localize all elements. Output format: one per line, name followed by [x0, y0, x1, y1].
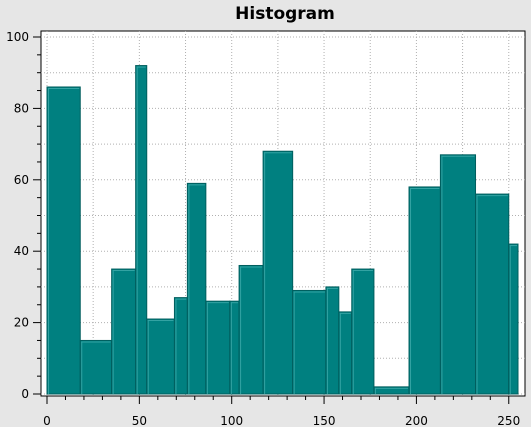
- histogram-bar: [146, 318, 175, 395]
- histogram-bar: [46, 86, 81, 395]
- histogram-bar-body: [351, 268, 375, 395]
- histogram-bar: [79, 339, 113, 395]
- histogram-bar: [325, 286, 340, 395]
- histogram-bar-body: [475, 193, 510, 395]
- histogram-bar-body: [146, 318, 175, 395]
- histogram-bar: [475, 193, 510, 395]
- histogram-bar: [229, 300, 240, 395]
- histogram-bar-body: [508, 243, 519, 395]
- histogram-bar: [205, 300, 231, 395]
- y-tick-label: 100: [6, 30, 29, 44]
- histogram-bar-body: [186, 182, 207, 395]
- histogram-bar-body: [439, 154, 477, 395]
- histogram-bar-body: [135, 65, 148, 395]
- chart-title: Histogram: [235, 4, 335, 24]
- histogram-bar: [408, 186, 441, 395]
- x-tick-label: 150: [313, 414, 336, 427]
- histogram-bar-body: [292, 289, 327, 395]
- histogram-bar: [173, 297, 188, 395]
- histogram-bar-body: [408, 186, 441, 395]
- histogram-bar: [186, 182, 207, 395]
- histogram-bar-body: [262, 150, 294, 395]
- histogram-bar: [262, 150, 294, 395]
- histogram-bar-body: [46, 86, 81, 395]
- histogram-bar: [135, 65, 148, 395]
- x-tick-label: 0: [43, 414, 51, 427]
- axes: 0 20 40 60 80 100 0 50 100 150 200 250: [6, 30, 520, 427]
- y-tick-label: 0: [21, 387, 29, 401]
- histogram-bar: [351, 268, 375, 395]
- x-tick-label: 50: [132, 414, 147, 427]
- y-tick-label: 80: [14, 101, 29, 115]
- histogram-bar-body: [238, 264, 264, 395]
- histogram-bar: [292, 289, 327, 395]
- histogram-bar-body: [111, 268, 137, 395]
- x-tick-label: 100: [220, 414, 243, 427]
- histogram-bar: [338, 311, 353, 395]
- y-tick-label: 20: [14, 316, 29, 330]
- x-tick-label: 200: [405, 414, 428, 427]
- histogram-bar: [111, 268, 137, 395]
- y-tick-label: 40: [14, 244, 29, 258]
- histogram-bar-body: [205, 300, 231, 395]
- histogram-bar: [439, 154, 477, 395]
- histogram-bar: [373, 386, 410, 395]
- histogram-bar-body: [79, 339, 113, 395]
- y-tick-label: 60: [14, 173, 29, 187]
- bars: [46, 65, 519, 395]
- histogram-bar: [508, 243, 519, 395]
- x-tick-label: 250: [497, 414, 520, 427]
- histogram-bar: [238, 264, 264, 395]
